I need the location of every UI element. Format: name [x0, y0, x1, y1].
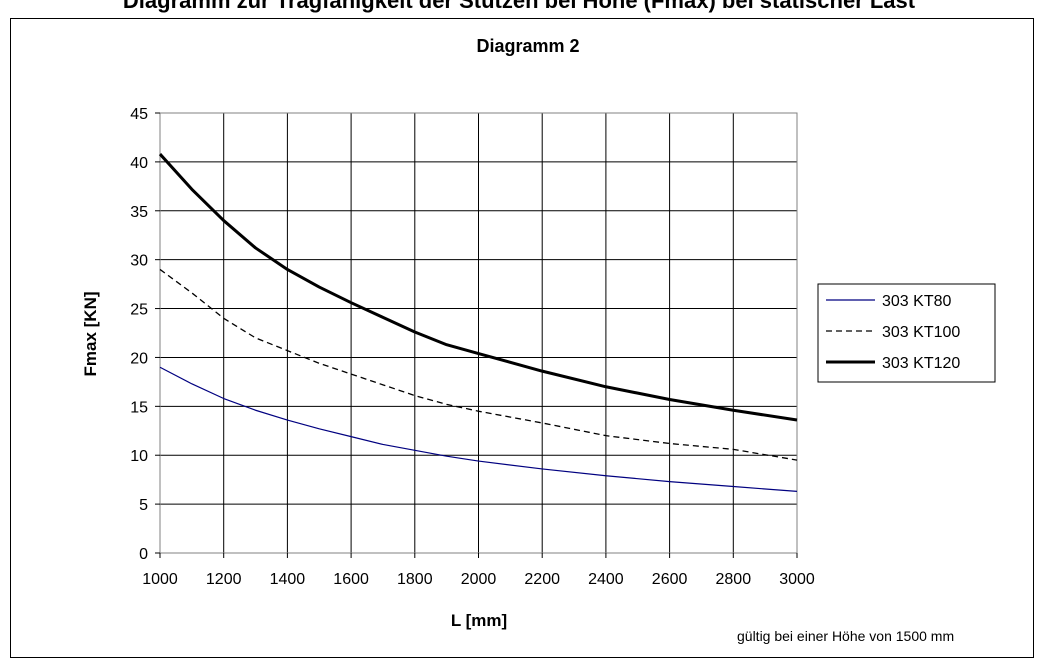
y-tick-label: 35 — [130, 204, 148, 221]
legend-label: 303 KT120 — [882, 355, 960, 372]
x-tick-label: 2600 — [652, 571, 688, 588]
series-line-3 — [158, 153, 798, 422]
x-tick-label: 3000 — [779, 571, 815, 588]
x-tick-labels: 1000 1200 1400 1600 1800 2000 2200 2400 2600 2800… — [142, 553, 815, 588]
page-heading: Diagramm zur Tragfähigkeit der Stützen b… — [122, 0, 916, 13]
chart-title: Diagramm 2 — [476, 36, 579, 56]
series-group — [158, 153, 798, 492]
grid — [159, 112, 798, 554]
y-tick-labels: 0 5 10 15 20 25 30 35 40 45 — [130, 106, 160, 563]
x-tick-label: 2200 — [524, 571, 560, 588]
y-tick-label: 5 — [139, 497, 148, 514]
legend: 303 KT80 303 KT100 303 KT120 — [817, 283, 996, 383]
y-tick-label: 40 — [130, 155, 148, 172]
legend-label: 303 KT80 — [882, 293, 951, 310]
x-tick-label: 1600 — [333, 571, 369, 588]
y-tick-label: 20 — [130, 350, 148, 367]
y-tick-label: 25 — [130, 302, 148, 319]
series-line-1 — [159, 366, 798, 492]
y-tick-label: 10 — [130, 448, 148, 465]
x-tick-label: 1200 — [206, 571, 242, 588]
x-tick-label: 1000 — [142, 571, 178, 588]
y-tick-label: 15 — [130, 399, 148, 416]
footnote: gültig bei einer Höhe von 1500 mm — [737, 628, 955, 644]
y-tick-label: 30 — [130, 253, 148, 270]
y-axis-label: Fmax [KN] — [81, 291, 100, 376]
y-tick-label: 45 — [130, 106, 148, 123]
x-axis-label: L [mm] — [451, 611, 507, 630]
x-tick-label: 1400 — [270, 571, 306, 588]
x-tick-label: 2800 — [716, 571, 752, 588]
x-tick-label: 2000 — [461, 571, 497, 588]
x-tick-label: 2400 — [588, 571, 624, 588]
series-line-2 — [159, 268, 798, 461]
y-tick-label: 0 — [139, 546, 148, 563]
legend-label: 303 KT100 — [882, 324, 960, 341]
x-tick-label: 1800 — [397, 571, 433, 588]
